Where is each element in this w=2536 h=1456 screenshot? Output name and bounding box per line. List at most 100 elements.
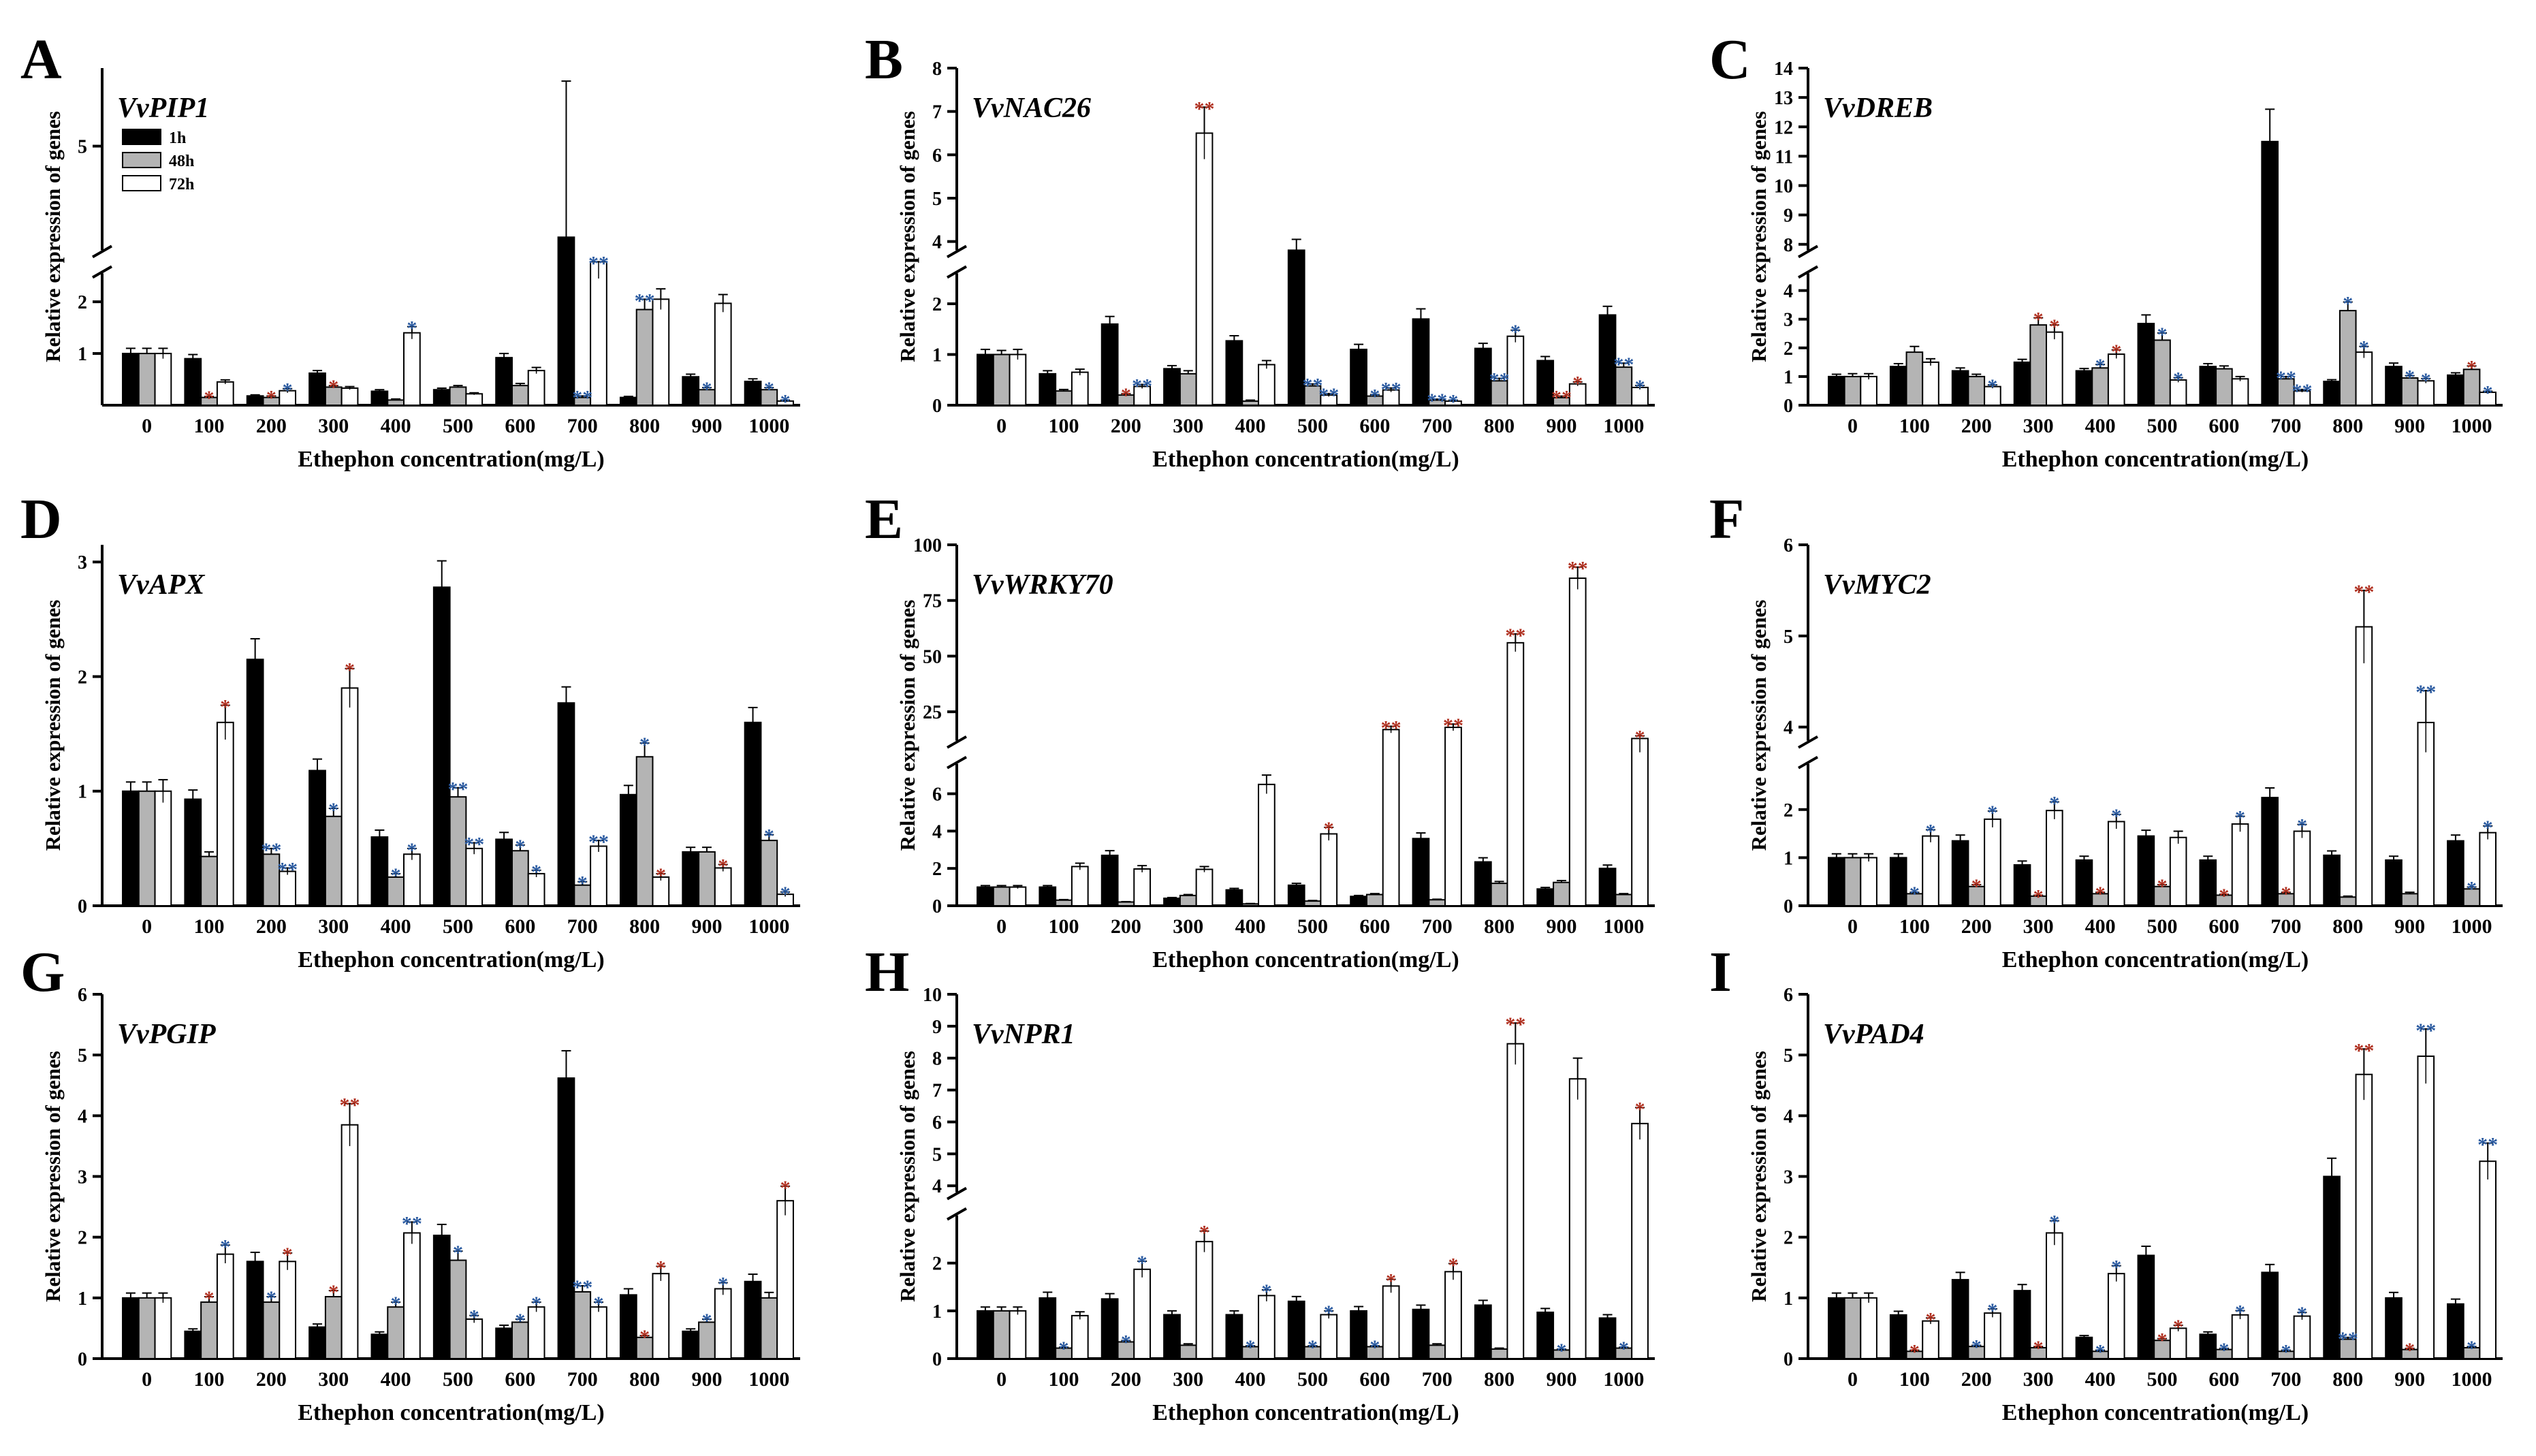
significance-star: * xyxy=(204,1287,215,1310)
bar-72h xyxy=(1071,371,1089,406)
significance-star: * xyxy=(2297,1303,2307,1325)
y-tick-label: 5 xyxy=(78,137,87,158)
legend: 1h 48h 72h xyxy=(122,129,194,193)
x-tick-label: 200 xyxy=(256,1368,287,1391)
bar-72h xyxy=(2046,810,2063,907)
panel-g: G VvPGIP 0 1 2 3 4 5 6 Relative expression of gen… xyxy=(20,940,800,1425)
bar-1h xyxy=(1163,898,1181,906)
significance-star: * xyxy=(764,378,774,400)
y-tick-label: 0 xyxy=(932,896,942,917)
bar-48h xyxy=(2029,324,2047,406)
significance-star: * xyxy=(2219,885,2229,907)
significance-star: * xyxy=(266,386,276,409)
bar-48h xyxy=(138,1297,156,1360)
bar-72h xyxy=(465,847,484,907)
bar-48h xyxy=(698,851,716,907)
bar-72h xyxy=(403,853,421,907)
bar-72h xyxy=(1568,577,1587,906)
y-tick-label: 1 xyxy=(78,782,87,803)
significance-star: * xyxy=(1572,373,1583,395)
x-tick-label: 0 xyxy=(1848,1368,1858,1391)
y-tick-label: 1 xyxy=(78,344,87,365)
x-tick-label: 800 xyxy=(1484,415,1515,437)
axis-break-mark xyxy=(92,265,112,279)
bar-1h xyxy=(977,886,994,907)
bar-48h xyxy=(1490,883,1508,907)
y-tick-label: 50 xyxy=(923,646,942,667)
bar-1h xyxy=(977,1310,994,1359)
bar-1h xyxy=(184,358,202,406)
gene-name: VvPGIP xyxy=(117,1019,216,1050)
bar-1h xyxy=(744,721,762,907)
significance-star: * xyxy=(1324,818,1334,840)
significance-star: ** xyxy=(1381,716,1401,739)
x-tick-label: 700 xyxy=(1422,1368,1453,1391)
significance-star: * xyxy=(1199,1222,1209,1244)
x-tick-label: 100 xyxy=(1049,1368,1079,1391)
bar-1h xyxy=(184,798,202,906)
x-tick-label: 1000 xyxy=(748,1368,789,1391)
bar-48h xyxy=(992,1310,1011,1359)
y-tick-label: 8 xyxy=(932,59,942,80)
significance-star: * xyxy=(780,390,791,413)
bar-1h xyxy=(495,1327,513,1359)
x-tick-label: 400 xyxy=(2085,915,2116,938)
bar-48h xyxy=(760,1297,778,1360)
significance-star: ** xyxy=(464,833,484,855)
significance-star: * xyxy=(2297,815,2307,838)
y-tick-label: 10 xyxy=(1774,176,1793,197)
bar-1h xyxy=(1474,1304,1492,1360)
bar-1h xyxy=(1039,373,1057,407)
x-tick-label: 800 xyxy=(629,1368,660,1391)
significance-star: * xyxy=(701,1310,712,1332)
significance-star: ** xyxy=(2477,1133,2498,1156)
axis-break-mark xyxy=(947,1186,967,1201)
x-tick-label: 0 xyxy=(142,915,152,938)
y-tick-label: 3 xyxy=(1784,310,1793,331)
significance-star: * xyxy=(453,1241,463,1264)
significance-star: * xyxy=(1987,1299,1997,1322)
significance-star: ** xyxy=(588,831,609,853)
bar-72h xyxy=(1320,833,1338,907)
bar-1h xyxy=(682,376,700,407)
significance-star: * xyxy=(1926,1308,1936,1331)
significance-star: * xyxy=(2033,308,2044,331)
bar-1h xyxy=(1039,1297,1057,1360)
y-tick-label: 4 xyxy=(932,1176,942,1197)
y-tick-label: 4 xyxy=(932,821,942,842)
y-tick-label: 9 xyxy=(932,1017,942,1038)
x-tick-label: 900 xyxy=(2394,915,2425,938)
bar-1h xyxy=(1474,861,1492,906)
significance-star: ** xyxy=(277,858,298,881)
y-tick-label: 2 xyxy=(78,1228,87,1249)
y-tick-label: 5 xyxy=(932,189,942,210)
bar-1h xyxy=(246,395,264,406)
x-tick-label: 100 xyxy=(1049,915,1079,938)
bar-1h xyxy=(557,702,575,906)
x-tick-label: 700 xyxy=(567,915,598,938)
bar-1h xyxy=(246,1261,264,1360)
axis-break-mark xyxy=(947,244,967,259)
bar-1h xyxy=(1100,1298,1119,1359)
x-tick-label: 800 xyxy=(629,415,660,437)
x-axis-label: Ethephon concentration(mg/L) xyxy=(2002,447,2309,472)
x-tick-label: 500 xyxy=(2147,915,2178,938)
x-tick-label: 500 xyxy=(1297,915,1328,938)
significance-star: * xyxy=(2467,1337,2477,1359)
bar-48h xyxy=(992,353,1011,406)
bar-1h xyxy=(1828,1297,1845,1360)
x-tick-label: 400 xyxy=(2085,1368,2116,1391)
bar-48h xyxy=(1490,1348,1508,1360)
bar-72h xyxy=(1922,835,1939,907)
significance-star: * xyxy=(220,1235,230,1258)
significance-star: * xyxy=(1987,802,1997,824)
x-tick-label: 900 xyxy=(1546,1368,1576,1391)
bar-72h xyxy=(714,302,732,407)
bar-1h xyxy=(619,396,637,407)
bar-72h xyxy=(1009,886,1027,907)
y-tick-label: 0 xyxy=(932,396,942,417)
panel-e: E VvWRKY70 0 2 4 6 25 50 75 100 Relative expressio… xyxy=(865,488,1655,972)
significance-star: * xyxy=(1971,1335,1982,1358)
bar-1h xyxy=(246,659,264,906)
y-axis-label: Relative expression of genes xyxy=(895,111,919,362)
